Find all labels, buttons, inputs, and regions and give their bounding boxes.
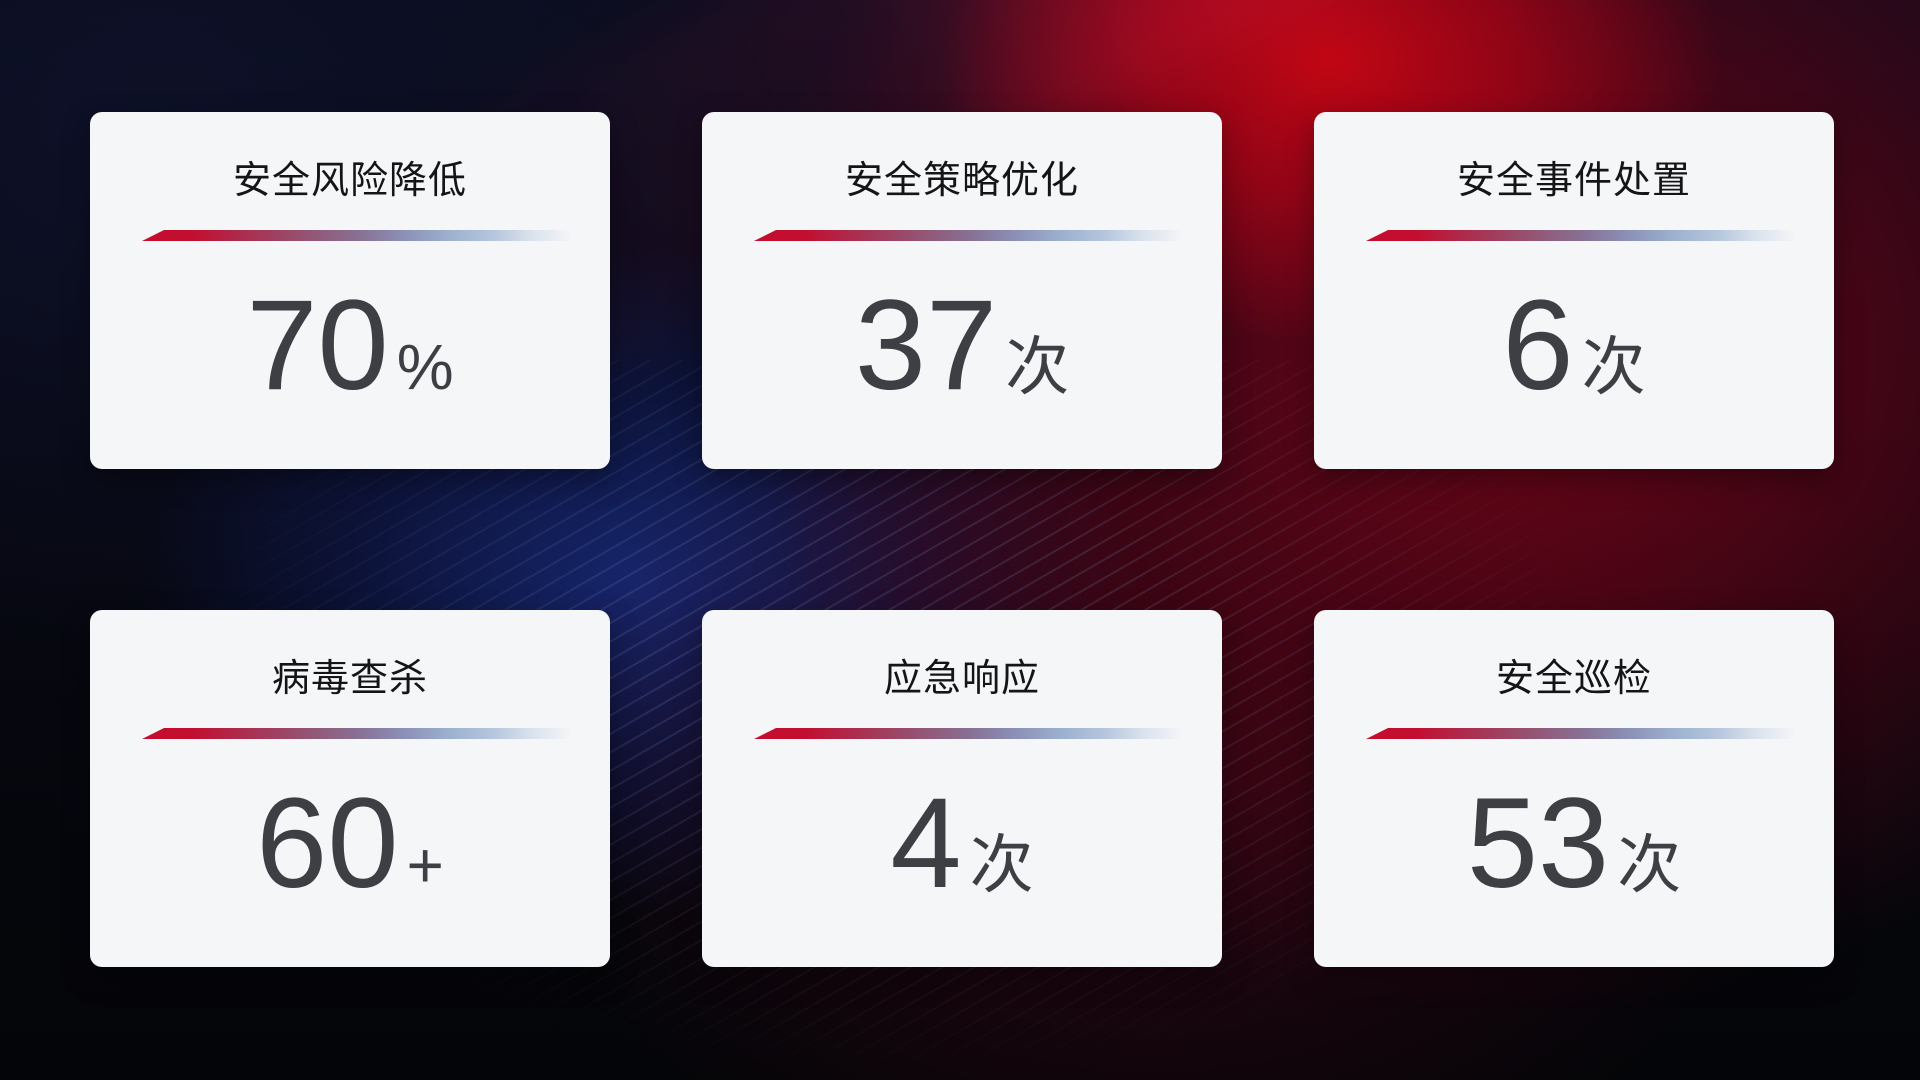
kpi-card-security-inspection: 安全巡检 53 次 [1314,610,1834,967]
kpi-value: 4 [890,772,962,915]
kpi-value: 70 [246,274,389,417]
kpi-value: 60 [256,772,399,915]
kpi-card-policy-optimization: 安全策略优化 37 次 [702,112,1222,469]
kpi-unit: 次 [1581,331,1646,403]
kpi-unit: % [396,331,454,403]
kpi-value-row: 60 + [90,780,610,908]
gradient-divider [754,230,1184,241]
kpi-title: 安全巡检 [1495,658,1652,700]
kpi-value-row: 70 % [90,282,610,410]
kpi-unit: 次 [1005,331,1070,403]
gradient-divider [1366,230,1796,241]
gradient-divider [1366,728,1796,739]
kpi-title: 安全策略优化 [844,160,1079,202]
kpi-unit: 次 [1617,829,1682,901]
gradient-divider [754,728,1184,739]
kpi-value-row: 4 次 [702,780,1222,908]
kpi-value-row: 6 次 [1314,282,1834,410]
kpi-title: 安全风险降低 [232,160,467,202]
gradient-divider [142,230,572,241]
kpi-value: 37 [854,274,998,417]
kpi-title: 应急响应 [883,658,1040,700]
kpi-title: 病毒查杀 [271,658,428,700]
kpi-title: 安全事件处置 [1456,160,1691,202]
kpi-unit: 次 [969,829,1034,901]
kpi-value: 53 [1466,772,1610,915]
kpi-card-incident-handling: 安全事件处置 6 次 [1314,112,1834,469]
kpi-card-emergency-response: 应急响应 4 次 [702,610,1222,967]
kpi-value-row: 53 次 [1314,780,1834,908]
kpi-card-virus-scan: 病毒查杀 60 + [90,610,610,967]
kpi-unit: + [406,829,444,901]
gradient-divider [142,728,572,739]
kpi-value: 6 [1502,274,1574,417]
kpi-value-row: 37 次 [702,282,1222,410]
kpi-card-risk-reduction: 安全风险降低 70 % [90,112,610,469]
